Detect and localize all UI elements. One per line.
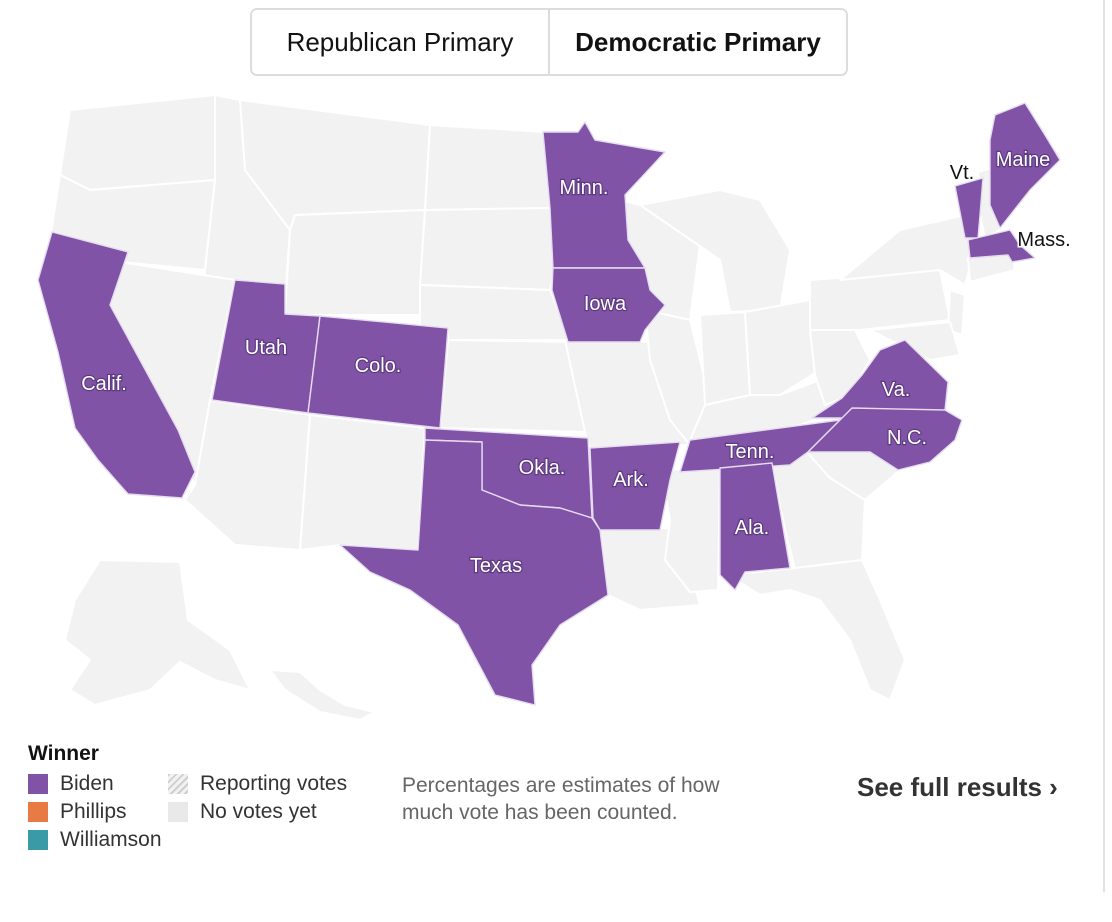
hatched-swatch bbox=[168, 774, 188, 794]
us-map: Minn. Iowa Utah Colo. Calif. Okla. Ark. … bbox=[37, 94, 1072, 720]
state-delaware-maryland[interactable] bbox=[869, 321, 961, 361]
label-minnesota: Minn. bbox=[560, 177, 609, 199]
state-new-jersey[interactable] bbox=[947, 289, 966, 336]
state-texas[interactable] bbox=[339, 439, 609, 706]
label-colorado: Colo. bbox=[355, 355, 402, 377]
state-washington[interactable] bbox=[59, 94, 216, 191]
state-florida[interactable] bbox=[727, 559, 906, 701]
label-california: Calif. bbox=[81, 373, 127, 395]
label-vermont: Vt. bbox=[950, 162, 974, 184]
state-pennsylvania[interactable] bbox=[809, 269, 951, 331]
label-iowa: Iowa bbox=[584, 293, 627, 315]
label-arkansas: Ark. bbox=[613, 469, 649, 491]
legend-reporting: Reporting votes bbox=[168, 772, 347, 796]
legend-reporting-label: Reporting votes bbox=[200, 772, 348, 795]
state-south-dakota[interactable] bbox=[419, 207, 556, 291]
state-north-carolina[interactable] bbox=[807, 407, 963, 471]
see-full-results-link[interactable]: See full results › bbox=[857, 772, 1058, 802]
label-oklahoma: Okla. bbox=[519, 457, 566, 479]
state-michigan[interactable] bbox=[639, 189, 791, 313]
legend-biden: Biden bbox=[28, 772, 114, 796]
state-new-mexico[interactable] bbox=[299, 414, 426, 551]
state-ohio[interactable] bbox=[744, 299, 821, 396]
tab-republican-primary[interactable]: Republican Primary bbox=[252, 10, 548, 74]
state-massachusetts[interactable] bbox=[967, 229, 1036, 263]
state-vermont[interactable] bbox=[954, 177, 984, 239]
legend-phillips-label: Phillips bbox=[60, 800, 127, 823]
tab-democratic-primary[interactable]: Democratic Primary bbox=[548, 10, 846, 74]
state-minnesota[interactable] bbox=[542, 121, 666, 269]
state-kansas[interactable] bbox=[439, 339, 586, 433]
phillips-swatch bbox=[28, 802, 48, 822]
label-texas: Texas bbox=[470, 555, 522, 577]
label-utah: Utah bbox=[245, 337, 287, 359]
legend-williamson: Williamson bbox=[28, 828, 162, 852]
biden-swatch bbox=[28, 774, 48, 794]
state-california[interactable] bbox=[37, 231, 196, 499]
state-wyoming[interactable] bbox=[284, 209, 426, 316]
state-iowa[interactable] bbox=[551, 267, 666, 343]
label-maine: Maine bbox=[996, 149, 1050, 171]
williamson-swatch bbox=[28, 830, 48, 850]
label-virginia: Va. bbox=[882, 379, 911, 401]
state-hawaii[interactable] bbox=[269, 669, 376, 720]
legend-title: Winner bbox=[28, 742, 99, 765]
label-north-carolina: N.C. bbox=[887, 427, 927, 449]
state-maine[interactable] bbox=[989, 102, 1061, 229]
state-colorado[interactable] bbox=[307, 315, 449, 429]
state-north-dakota[interactable] bbox=[424, 124, 551, 211]
legend-biden-label: Biden bbox=[60, 772, 114, 795]
state-arkansas[interactable] bbox=[589, 441, 681, 531]
label-alabama: Ala. bbox=[735, 517, 769, 539]
state-indiana[interactable] bbox=[699, 311, 751, 406]
primary-toggle: Republican Primary Democratic Primary bbox=[250, 8, 848, 76]
estimate-note: Percentages are estimates of how much vo… bbox=[402, 774, 720, 824]
legend-no-votes: No votes yet bbox=[168, 800, 317, 824]
state-alaska[interactable] bbox=[64, 559, 251, 706]
gray-swatch bbox=[168, 802, 188, 822]
legend-williamson-label: Williamson bbox=[60, 828, 162, 851]
legend-phillips: Phillips bbox=[28, 800, 127, 824]
label-tennessee: Tenn. bbox=[726, 441, 775, 463]
legend-no-votes-label: No votes yet bbox=[200, 800, 317, 823]
state-alabama[interactable] bbox=[719, 462, 791, 591]
label-massachusetts: Mass. bbox=[1017, 229, 1070, 251]
panel-edge bbox=[1103, 0, 1105, 892]
